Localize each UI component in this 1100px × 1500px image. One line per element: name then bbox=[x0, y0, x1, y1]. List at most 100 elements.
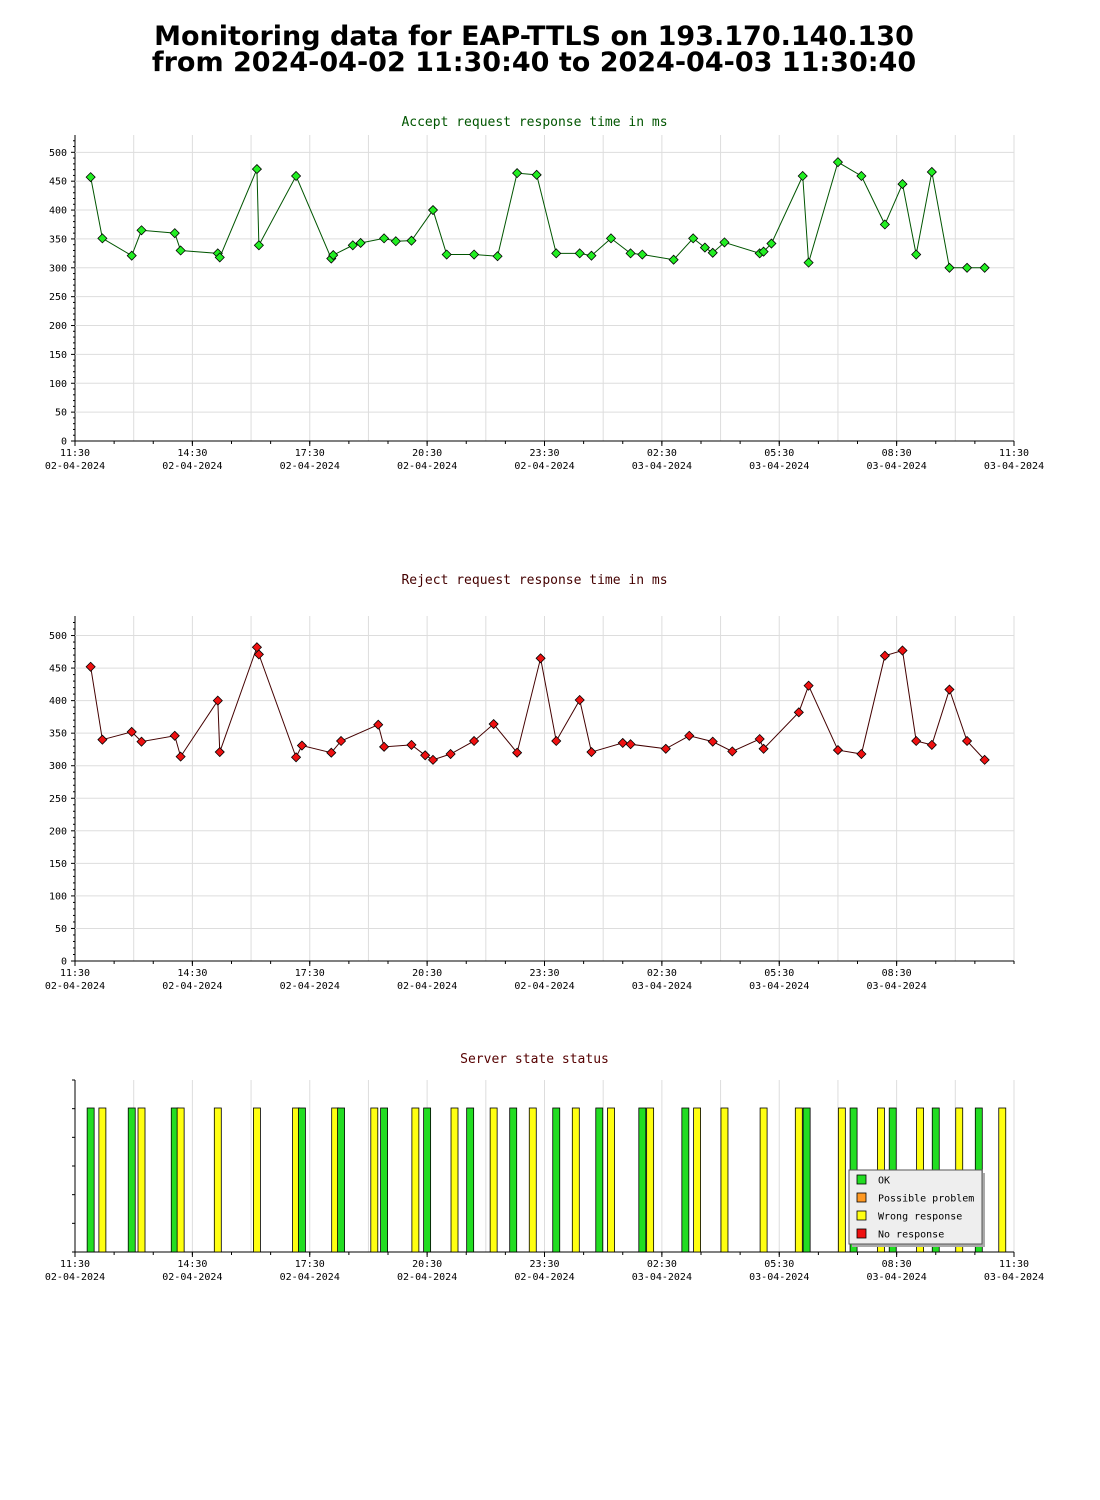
reject-response-chart: 11:30 02-04-2024 14:30 02-04-2024 17:30 02-04… bbox=[45, 573, 1015, 992]
data-point bbox=[512, 168, 523, 179]
x-tick-label-time: 11:30 bbox=[999, 1259, 1029, 1270]
y-tick-label: 0 bbox=[61, 437, 67, 448]
data-point bbox=[126, 250, 137, 261]
status-bar bbox=[298, 1107, 306, 1253]
x-tick-label-time: 11:30 bbox=[999, 448, 1029, 459]
data-point bbox=[832, 157, 844, 168]
data-point bbox=[469, 735, 480, 747]
status-bar bbox=[489, 1107, 498, 1253]
data-point bbox=[390, 236, 401, 247]
data-point bbox=[212, 695, 223, 706]
data-point bbox=[668, 254, 679, 265]
data-point bbox=[406, 739, 417, 750]
data-point bbox=[169, 730, 180, 741]
data-point bbox=[253, 240, 264, 251]
y-tick-label: 250 bbox=[49, 794, 67, 805]
data-point bbox=[551, 735, 562, 747]
x-tick-label-time: 02:30 bbox=[647, 1259, 677, 1270]
legend-label: Wrong response bbox=[878, 1212, 962, 1223]
x-tick-label-date: 02-04-2024 bbox=[162, 1272, 222, 1283]
data-point bbox=[758, 743, 769, 754]
page-title-line-2: from 2024-04-02 11:30:40 to 2024-04-03 1… bbox=[151, 47, 917, 78]
data-point bbox=[326, 747, 337, 758]
y-tick-label: 450 bbox=[49, 664, 67, 675]
x-tick-label-time: 17:30 bbox=[295, 448, 325, 459]
y-tick-label: 100 bbox=[49, 379, 67, 390]
status-bar bbox=[552, 1107, 561, 1253]
data-point bbox=[766, 238, 777, 249]
y-tick-label: 500 bbox=[49, 148, 67, 159]
status-bar bbox=[759, 1107, 768, 1253]
data-point bbox=[897, 645, 908, 656]
data-point bbox=[214, 252, 225, 263]
data-point bbox=[296, 740, 307, 751]
data-point bbox=[979, 262, 990, 273]
series-line bbox=[90, 645, 986, 761]
data-point bbox=[879, 650, 890, 661]
data-point bbox=[441, 249, 452, 260]
data-point bbox=[512, 747, 523, 758]
data-point bbox=[574, 694, 585, 706]
x-tick-label-date: 03-04-2024 bbox=[867, 1272, 927, 1283]
x-tick-label-date: 03-04-2024 bbox=[632, 1272, 692, 1283]
y-tick-label: 450 bbox=[49, 177, 67, 188]
data-point bbox=[136, 225, 147, 236]
x-tick-label-date: 02-04-2024 bbox=[280, 461, 340, 472]
x-tick-label-time: 02:30 bbox=[647, 448, 677, 459]
x-tick-label-date: 03-04-2024 bbox=[984, 461, 1044, 472]
data-point bbox=[126, 726, 137, 737]
y-tick-label: 400 bbox=[49, 206, 67, 217]
status-bar bbox=[681, 1107, 690, 1253]
data-point bbox=[684, 730, 695, 741]
data-point bbox=[911, 249, 922, 260]
x-tick-label-time: 08:30 bbox=[882, 448, 912, 459]
status-bar bbox=[528, 1107, 537, 1253]
data-point bbox=[445, 748, 456, 760]
data-point bbox=[625, 739, 636, 750]
status-bar bbox=[370, 1107, 379, 1253]
data-point bbox=[535, 653, 546, 664]
y-tick-label: 350 bbox=[49, 729, 67, 740]
status-bar bbox=[380, 1107, 388, 1253]
data-point bbox=[879, 219, 890, 230]
status-bar bbox=[693, 1107, 701, 1253]
status-bar bbox=[176, 1107, 185, 1253]
data-point bbox=[427, 204, 439, 216]
data-point bbox=[136, 736, 147, 747]
x-tick-label-time: 17:30 bbox=[295, 1259, 325, 1270]
data-point bbox=[335, 735, 347, 747]
data-point bbox=[754, 733, 765, 745]
x-tick-label-time: 20:30 bbox=[412, 968, 442, 979]
x-tick-label-date: 02-04-2024 bbox=[514, 461, 574, 472]
x-tick-label-time: 05:30 bbox=[764, 968, 794, 979]
data-point bbox=[85, 172, 96, 183]
status-bar bbox=[337, 1107, 345, 1253]
data-point bbox=[97, 233, 108, 244]
data-point bbox=[926, 166, 937, 178]
x-tick-label-time: 23:30 bbox=[529, 968, 559, 979]
x-tick-label-date: 03-04-2024 bbox=[749, 461, 809, 472]
status-bar bbox=[720, 1107, 729, 1253]
data-point bbox=[758, 246, 769, 257]
data-point bbox=[707, 736, 718, 747]
status-bar bbox=[607, 1107, 615, 1253]
data-point bbox=[586, 746, 597, 758]
status-bar bbox=[253, 1107, 261, 1253]
data-point bbox=[85, 661, 96, 672]
y-tick-label: 300 bbox=[49, 761, 67, 772]
x-tick-label-date: 02-04-2024 bbox=[514, 981, 574, 992]
data-point bbox=[605, 233, 617, 244]
status-bar bbox=[423, 1107, 432, 1253]
data-point bbox=[586, 250, 597, 261]
y-tick-label: 400 bbox=[49, 696, 67, 707]
chart-title: Reject request response time in ms bbox=[401, 573, 667, 588]
x-tick-label-date: 02-04-2024 bbox=[45, 1272, 105, 1283]
x-tick-label-time: 23:30 bbox=[529, 448, 559, 459]
page-title-line-1: Monitoring data for EAP-TTLS on 193.170.… bbox=[154, 21, 914, 52]
x-tick-label-time: 08:30 bbox=[882, 1259, 912, 1270]
y-tick-label: 500 bbox=[49, 631, 67, 642]
x-tick-label-date: 03-04-2024 bbox=[749, 981, 809, 992]
x-tick-label-date: 02-04-2024 bbox=[162, 981, 222, 992]
data-point bbox=[420, 750, 431, 761]
x-tick-label-time: 08:30 bbox=[882, 968, 912, 979]
